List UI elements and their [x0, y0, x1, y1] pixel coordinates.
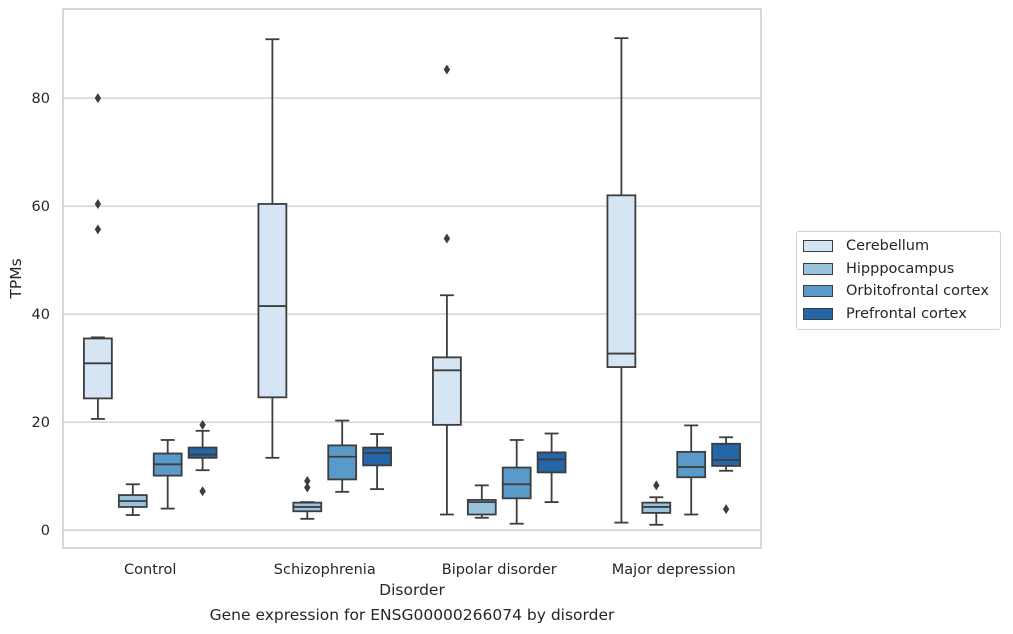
box-cerebellum-major-depression	[606, 37, 637, 524]
box-hipppocampus-control	[117, 483, 148, 516]
box-series	[83, 37, 741, 526]
x-tick-label-major-depression: Major depression	[612, 562, 736, 578]
legend-item-orbitofrontal-cortex: Orbitofrontal cortex	[797, 280, 1000, 303]
legend-item-prefrontal-cortex: Prefrontal cortex	[797, 303, 1000, 326]
x-tick-label-bipolar-disorder: Bipolar disorder	[442, 562, 557, 578]
outlier-point	[443, 233, 451, 244]
box-cerebellum-schizophrenia	[257, 38, 288, 459]
y-tick-label-40: 40	[32, 307, 50, 323]
box-orbitofrontal-cortex-bipolar-disorder	[501, 439, 532, 525]
outlier-point	[199, 486, 206, 497]
box-body	[83, 337, 113, 400]
y-tick-label-20: 20	[32, 415, 50, 431]
legend: Cerebellum Hipppocampus Orbitofrontal co…	[796, 231, 1001, 330]
legend-item-hippocampus: Hipppocampus	[797, 258, 1000, 281]
legend-label-orbitofrontal-cortex: Orbitofrontal cortex	[846, 283, 989, 300]
outlier-point	[722, 504, 730, 515]
legend-label-hippocampus: Hipppocampus	[846, 260, 955, 277]
box-body	[501, 466, 532, 500]
box-prefrontal-cortex-schizophrenia	[362, 433, 392, 491]
legend-item-cerebellum: Cerebellum	[797, 235, 1000, 258]
box-hipppocampus-schizophrenia	[292, 476, 323, 520]
outlier-point	[94, 93, 102, 104]
box-body	[536, 451, 567, 474]
legend-label-cerebellum: Cerebellum	[846, 238, 930, 255]
box-body	[187, 446, 218, 459]
box-orbitofrontal-cortex-major-depression	[676, 424, 707, 516]
box-prefrontal-cortex-bipolar-disorder	[536, 432, 567, 503]
box-body	[466, 499, 497, 516]
outlier-point	[94, 224, 102, 235]
legend-label-prefrontal-cortex: Prefrontal cortex	[846, 305, 967, 322]
y-tick-label-80: 80	[32, 91, 50, 107]
outlier-point	[304, 476, 311, 487]
box-cerebellum-control	[83, 93, 113, 420]
legend-swatch-cerebellum	[803, 240, 833, 253]
x-tick-label-control: Control	[124, 562, 176, 578]
box-prefrontal-cortex-control	[187, 419, 218, 497]
plot-frame	[62, 8, 762, 549]
outlier-point	[199, 419, 206, 430]
outlier-point	[653, 480, 660, 491]
box-cerebellum-bipolar-disorder	[432, 64, 462, 516]
grid-lines	[63, 97, 761, 531]
x-tick-labels: Control Schizophrenia Bipolar disorder Majo…	[124, 562, 736, 578]
legend-swatch-hippocampus	[803, 262, 833, 275]
box-body	[327, 444, 358, 481]
box-orbitofrontal-cortex-schizophrenia	[327, 419, 358, 493]
chart-caption: Gene expression for ENSG00000266074 by d…	[209, 606, 615, 624]
box-body	[432, 356, 462, 426]
outlier-point	[443, 64, 451, 75]
box-body	[606, 194, 637, 368]
y-tick-label-60: 60	[32, 199, 50, 215]
box-body	[257, 203, 288, 399]
x-tick-label-schizophrenia: Schizophrenia	[274, 562, 376, 578]
box-hipppocampus-major-depression	[641, 480, 672, 526]
x-axis-title: Disorder	[379, 581, 445, 599]
y-tick-label-0: 0	[41, 523, 50, 539]
outlier-point	[94, 198, 102, 209]
box-body	[711, 442, 741, 467]
box-orbitofrontal-cortex-control	[152, 439, 183, 510]
box-hipppocampus-bipolar-disorder	[466, 484, 497, 519]
y-axis-title: TPMs	[7, 258, 25, 299]
y-tick-labels: 0 20 40 60 80	[32, 91, 50, 539]
legend-swatch-prefrontal-cortex	[803, 307, 833, 320]
box-body	[362, 446, 392, 467]
outlier-point	[304, 482, 311, 493]
box-prefrontal-cortex-major-depression	[711, 436, 741, 515]
legend-swatch-orbitofrontal-cortex	[803, 285, 833, 298]
box-body	[676, 450, 707, 479]
